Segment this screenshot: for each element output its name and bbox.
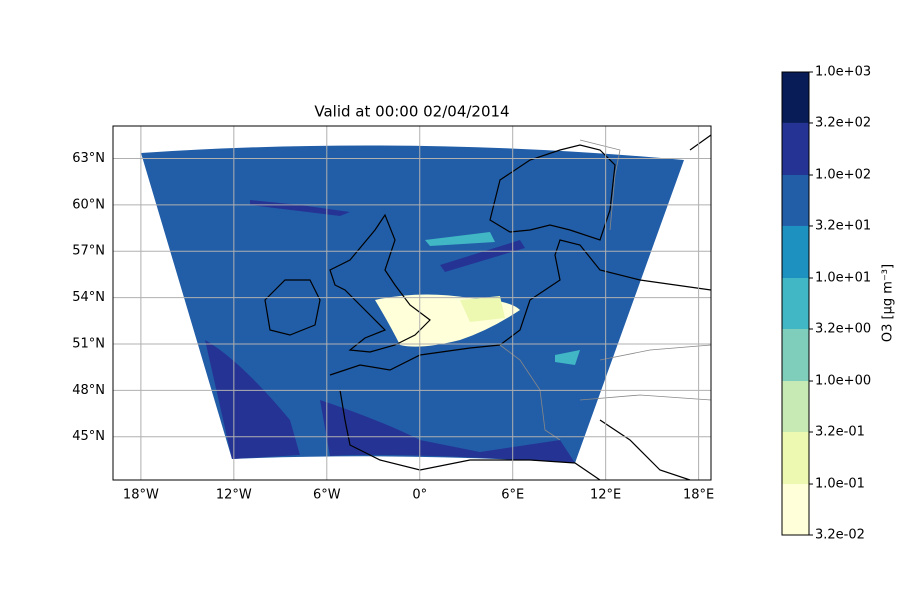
y-tick-label: 63°N (72, 151, 105, 166)
colorbar-segment (782, 328, 809, 382)
colorbar-segment (782, 122, 809, 176)
colorbar-segment (782, 225, 809, 279)
colorbar-tick-label: 1.0e+01 (815, 271, 871, 286)
colorbar-tick-label: 1.0e-01 (815, 477, 865, 492)
colorbar-frame (781, 71, 810, 536)
coastline (264, 279, 321, 336)
y-tick-label: 45°N (72, 429, 105, 444)
colorbar-segment (782, 278, 809, 329)
x-tick-label: 18°W (123, 488, 159, 503)
colorbar-segment (782, 431, 809, 485)
colorbar-segment (782, 72, 809, 123)
y-tick-label: 60°N (72, 197, 105, 212)
colorbar-tick-label: 1.0e+00 (815, 374, 871, 389)
colorbar-tick-label: 3.2e+00 (815, 321, 871, 336)
colorbar-label: O3 [μg m⁻³] (881, 264, 896, 342)
map-frame (112, 125, 712, 481)
y-tick-label: 54°N (72, 290, 105, 305)
coastline (599, 134, 711, 480)
colorbar-tick-label: 3.2e+02 (815, 115, 871, 130)
x-tick-label: 18°E (683, 488, 714, 503)
colorbar-tick-label: 1.0e+03 (815, 65, 871, 80)
colorbar-tick-label: 3.2e-02 (815, 528, 865, 543)
low-ozone-region (425, 232, 580, 365)
x-tick-label: 6°W (313, 488, 341, 503)
colorbar-tick-label: 1.0e+02 (815, 168, 871, 183)
map-title: Valid at 00:00 02/04/2014 (314, 103, 509, 121)
x-tick-label: 6°E (501, 488, 524, 503)
coastline (329, 213, 431, 353)
colorbar-segment (782, 175, 809, 226)
y-tick-label: 51°N (72, 336, 105, 351)
x-tick-label: 12°W (216, 488, 252, 503)
map-field (141, 134, 711, 480)
x-tick-label: 12°E (590, 488, 621, 503)
y-tick-label: 57°N (72, 244, 105, 259)
colorbar-segment (782, 484, 809, 535)
colorbar-tick-label: 3.2e-01 (815, 424, 865, 439)
low-ozone-region (460, 296, 505, 322)
colorbar-tick-label: 3.2e+01 (815, 218, 871, 233)
x-tick-label: 0° (412, 488, 427, 503)
colorbar-segment (782, 381, 809, 432)
y-tick-label: 48°N (72, 383, 105, 398)
coastline (329, 239, 711, 376)
